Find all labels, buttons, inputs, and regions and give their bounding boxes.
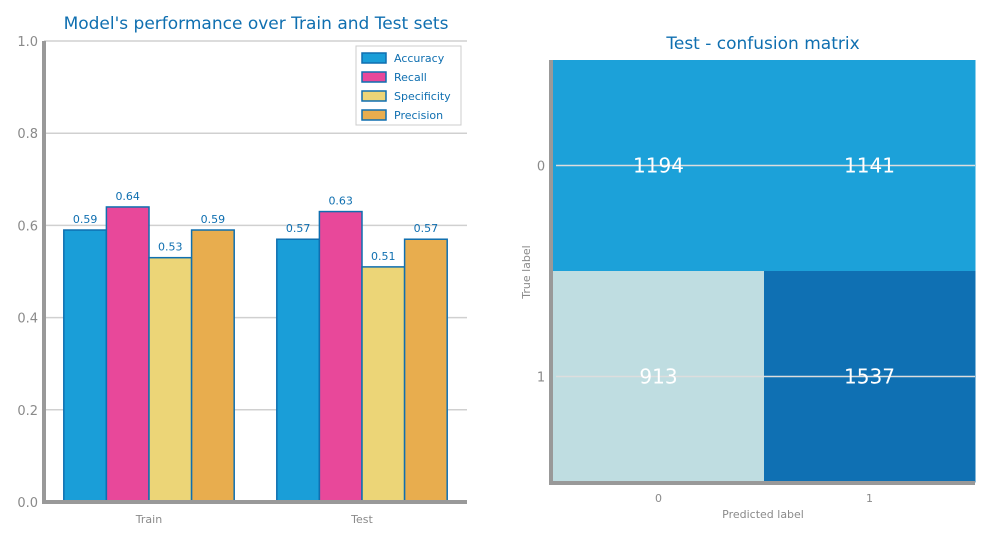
- bar-data-label: 0.59: [201, 213, 226, 226]
- bar-data-label: 0.57: [286, 222, 311, 235]
- bar-data-label: 0.51: [371, 250, 396, 263]
- legend-swatch-specificity: [361, 90, 387, 102]
- confusion-matrix-y-tick: 0: [537, 160, 545, 175]
- bar-chart-y-tick-label: 0.2: [17, 404, 38, 419]
- legend-label-precision: Precision: [394, 109, 443, 122]
- confusion-matrix-values: 1194 1141 913 1537: [633, 154, 895, 389]
- confusion-matrix-x-tick: 0: [655, 492, 662, 505]
- legend-label-accuracy: Accuracy: [394, 52, 445, 65]
- bar-accuracy-test: [276, 238, 321, 503]
- bar-chart-y-tick-label: 0.8: [17, 127, 38, 142]
- confusion-matrix-y-tick: 1: [537, 371, 545, 386]
- bar-chart-axes: [42, 41, 467, 504]
- confusion-matrix-axes: [549, 60, 975, 485]
- bar-chart-x-ticks: Train Test: [135, 513, 374, 526]
- bar-chart-data-labels: 0.59 0.64 0.53 0.59 0.57 0.63 0.51 0.57: [73, 190, 438, 263]
- bar-chart-title: Model's performance over Train and Test …: [64, 14, 449, 34]
- confusion-matrix-x-tick: 1: [866, 492, 873, 505]
- bar-recall-test: [318, 210, 363, 503]
- confusion-matrix-value: 1141: [844, 154, 895, 178]
- bar-chart-x-tick-label: Train: [135, 513, 162, 526]
- bar-specificity-train: [148, 256, 193, 503]
- bar-data-label: 0.59: [73, 213, 98, 226]
- bar-chart-y-tick-label: 0.0: [17, 496, 38, 511]
- confusion-matrix-y-label: True label: [520, 245, 533, 299]
- legend-swatch-accuracy: [361, 52, 387, 64]
- legend-label-specificity: Specificity: [394, 90, 451, 103]
- confusion-matrix-value: 1194: [633, 154, 684, 178]
- bar-chart-y-tick-label: 0.6: [17, 219, 38, 234]
- bar-chart-bars: [63, 206, 448, 503]
- confusion-matrix-value: 1537: [844, 365, 895, 389]
- bar-chart-y-ticks: 0.0 0.2 0.4 0.6 0.8 1.0: [17, 35, 38, 511]
- bar-data-label: 0.57: [414, 222, 439, 235]
- legend-label-recall: Recall: [394, 71, 427, 84]
- bar-data-label: 0.64: [115, 190, 140, 203]
- bar-chart-y-tick-label: 1.0: [17, 35, 38, 50]
- bar-chart-y-tick-label: 0.4: [17, 312, 38, 327]
- bar-accuracy-train: [63, 229, 108, 503]
- bar-data-label: 0.63: [328, 195, 353, 208]
- bar-precision-train: [190, 229, 235, 503]
- confusion-matrix-value: 913: [639, 365, 677, 389]
- confusion-matrix-x-label: Predicted label: [722, 508, 804, 521]
- confusion-matrix-cells: [553, 60, 976, 483]
- bar-specificity-test: [361, 266, 406, 503]
- legend-swatch-recall: [361, 71, 387, 83]
- bar-precision-test: [403, 238, 448, 503]
- bar-chart-legend: Accuracy Recall Specificity Precision: [355, 45, 462, 126]
- bar-data-label: 0.53: [158, 241, 183, 254]
- legend-swatch-precision: [361, 109, 387, 121]
- confusion-matrix-title: Test - confusion matrix: [665, 34, 859, 54]
- bar-recall-train: [105, 206, 150, 503]
- confusion-matrix-grid: [556, 164, 975, 378]
- bar-chart-x-tick-label: Test: [350, 513, 373, 526]
- confusion-matrix-ticks: 0 1 0 1: [537, 160, 873, 506]
